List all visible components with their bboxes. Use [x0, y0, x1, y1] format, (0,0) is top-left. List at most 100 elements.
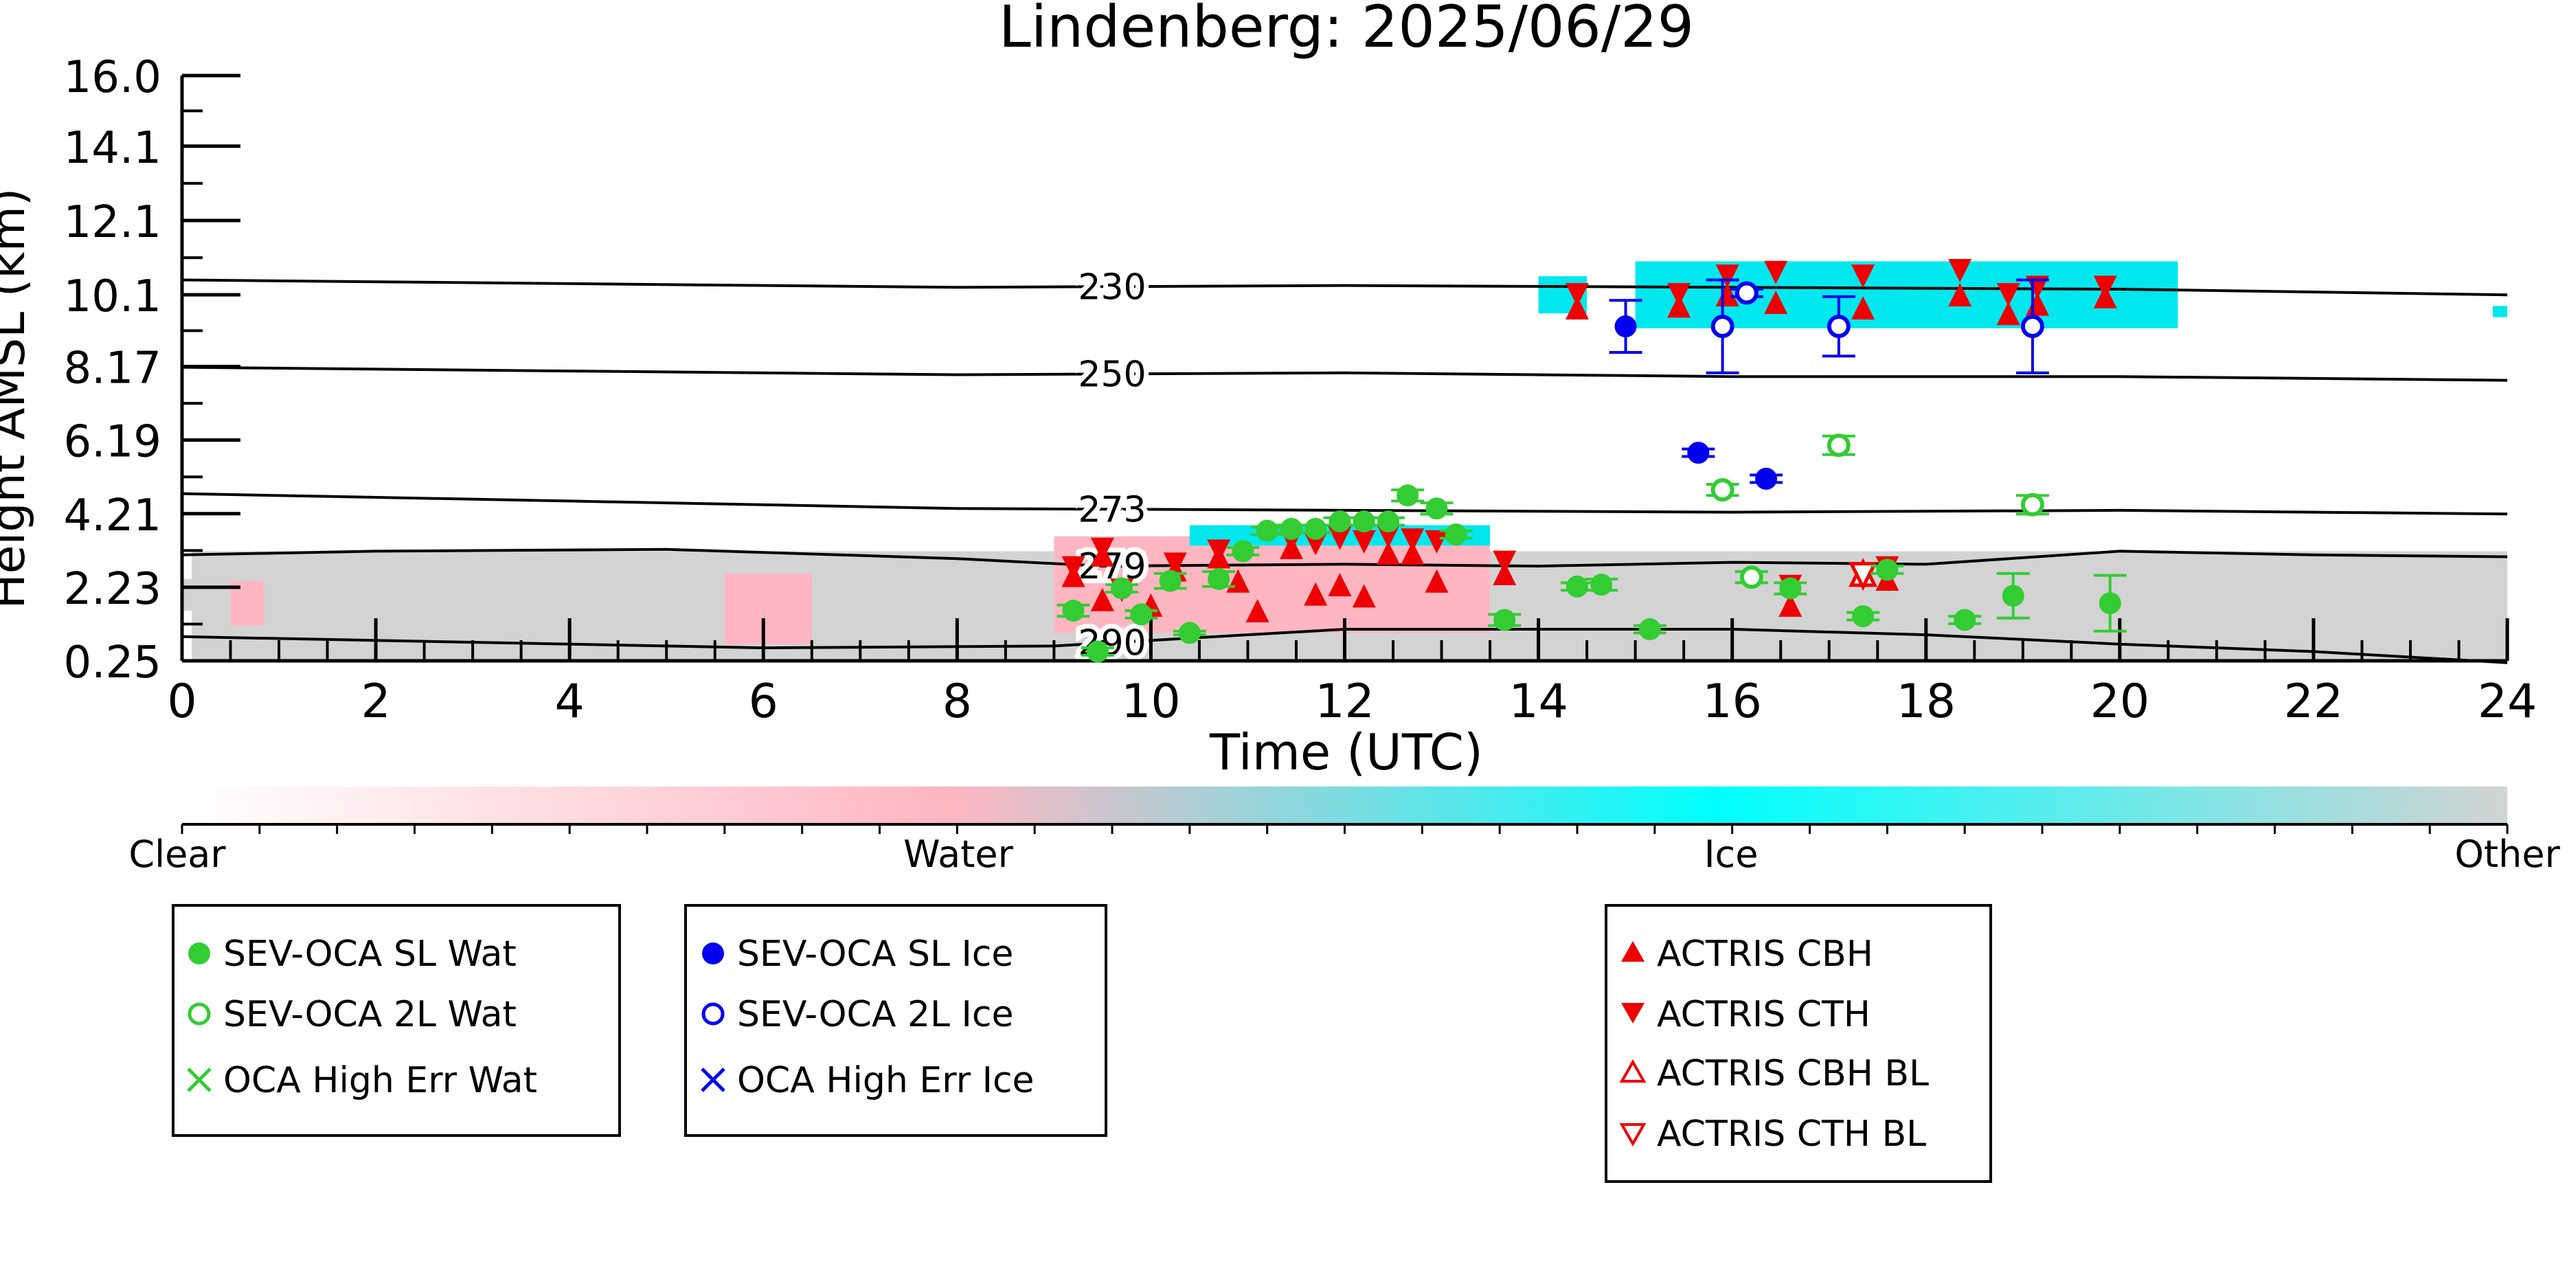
- y-tick-label: 6.19: [64, 417, 162, 468]
- sev-oca-sl-wat-marker: [1493, 609, 1516, 631]
- y-axis-label: Height AMSL (km): [0, 188, 36, 609]
- data-markers: [1057, 259, 2127, 663]
- sev-oca-sl-wat-marker: [1779, 577, 1802, 600]
- sev-oca-2l-ice-marker: [2020, 315, 2044, 339]
- actris-cth-marker: [1493, 550, 1517, 574]
- y-tick-label: 8.17: [64, 343, 162, 394]
- isotherm-label: 250: [1078, 354, 1146, 395]
- colorbar-label-ice: Ice: [1704, 833, 1759, 876]
- colorbar-ticks: [181, 824, 2509, 834]
- actris-cth-marker: [2093, 275, 2117, 300]
- actris-cth-bl-marker: [1849, 562, 1878, 591]
- colorbar-gradient: [182, 787, 2507, 823]
- actris-cth-marker: [1207, 539, 1231, 563]
- actris-cth-marker: [1566, 283, 1589, 307]
- legend-marker-cth-bl: [1619, 1123, 1647, 1147]
- sev-oca-sl-wat-marker: [1130, 603, 1153, 626]
- sev-oca-sl-wat-marker: [1590, 574, 1613, 596]
- x-tick-label: 24: [2478, 675, 2538, 729]
- sev-oca-2l-wat-marker: [2020, 493, 2044, 517]
- colorbar-label-other: Other: [2454, 833, 2560, 876]
- x-tick-label: 0: [167, 675, 196, 729]
- x-axis-label: Time (UTC): [1209, 723, 1483, 781]
- legend-marker-sl-ice: [702, 942, 724, 964]
- sev-oca-sl-wat-marker: [1852, 605, 1875, 628]
- isotherm-line: [181, 547, 2508, 568]
- sev-oca-sl-wat-marker: [1111, 577, 1133, 600]
- x-tick-label: 4: [555, 675, 585, 729]
- x-tick-label: 6: [749, 675, 778, 729]
- x-tick-label: 8: [942, 675, 972, 729]
- legend-label-cth-bl: ACTRIS CTH BL: [1657, 1114, 1926, 1155]
- sev-oca-sl-wat-marker: [1638, 618, 1661, 641]
- sev-oca-sl-wat-marker: [1329, 510, 1351, 533]
- chart-title: Lindenberg: 2025/06/29: [999, 0, 1694, 60]
- actris-cbh-marker: [1996, 302, 2020, 326]
- actris-cbh-marker: [1328, 573, 1352, 597]
- actris-cth-marker: [1163, 552, 1187, 576]
- colorbar-label-water: Water: [903, 833, 1013, 876]
- x-tick-label: 22: [2284, 675, 2344, 729]
- y-tick-label: 12.1: [64, 197, 162, 248]
- sev-oca-sl-wat-marker: [1086, 640, 1109, 663]
- legend-label-cbh-bl: ACTRIS CBH BL: [1657, 1053, 1929, 1094]
- y-tick-label: 14.1: [64, 123, 162, 174]
- sev-oca-sl-wat-marker: [2099, 592, 2121, 615]
- legend-marker-sl-wat: [188, 942, 210, 964]
- sev-oca-sl-wat-marker: [1178, 622, 1201, 644]
- isotherm-label: 230: [1078, 267, 1146, 308]
- sev-oca-2l-ice-marker: [1827, 315, 1851, 339]
- actris-cth-marker: [1851, 264, 1875, 289]
- sev-oca-sl-ice-marker: [1614, 315, 1637, 338]
- actris-cbh-marker: [1401, 541, 1425, 565]
- legend-label-2l-ice: SEV-OCA 2L Ice: [737, 994, 1013, 1035]
- legend-ice: SEV-OCA SL Ice SEV-OCA 2L Ice OCA High E…: [684, 904, 1107, 1137]
- isotherm-line: [181, 278, 2508, 297]
- cloud-mask-background: [182, 261, 2507, 661]
- isotherm-line: [181, 492, 2508, 516]
- legend-marker-2l-ice: [701, 1002, 725, 1026]
- x-tick-label: 16: [1702, 675, 1762, 729]
- x-tick-label: 14: [1509, 675, 1568, 729]
- sev-oca-2l-wat-marker: [1827, 433, 1851, 457]
- sev-oca-sl-wat-marker: [1566, 575, 1588, 598]
- actris-cth-marker: [1328, 526, 1352, 550]
- y-tick-label: 4.21: [64, 490, 162, 541]
- actris-cbh-marker: [1090, 587, 1114, 611]
- actris-cth-marker: [1948, 259, 1972, 282]
- sev-oca-2l-wat-marker: [1710, 478, 1735, 502]
- isotherm-line: [181, 365, 2508, 382]
- actris-cbh-marker: [1245, 598, 1269, 622]
- actris-cth-marker: [1425, 530, 1449, 554]
- mask-ice: [2492, 306, 2507, 317]
- sev-oca-sl-wat-marker: [1232, 540, 1254, 563]
- isotherm-label: 290: [1078, 622, 1146, 664]
- actris-cth-marker: [1352, 530, 1376, 554]
- actris-cbh-marker: [1304, 582, 1328, 606]
- sev-oca-sl-wat-marker: [1208, 567, 1230, 590]
- sev-oca-sl-wat-marker: [1377, 510, 1399, 533]
- sev-oca-sl-wat-marker: [1280, 517, 1302, 540]
- sev-oca-2l-ice-marker: [1710, 315, 1735, 339]
- mask-water: [724, 573, 812, 644]
- legend-label-cbh: ACTRIS CBH: [1657, 934, 1873, 975]
- sev-oca-sl-wat-marker: [1159, 569, 1182, 592]
- y-tick-label: 16.0: [64, 52, 162, 103]
- x-tick-label: 18: [1896, 675, 1956, 729]
- y-tick-label: 0.25: [64, 637, 162, 688]
- isotherm-label: 273: [1078, 489, 1146, 530]
- actris-cbh-marker: [1764, 290, 1788, 314]
- x-tick-label: 2: [361, 675, 390, 729]
- sev-oca-sl-wat-marker: [2002, 585, 2024, 607]
- colorbar: Clear Water Ice Other: [128, 787, 2560, 876]
- actris-cth-marker: [1061, 556, 1085, 580]
- sev-oca-sl-wat-marker: [1256, 519, 1278, 542]
- sev-oca-sl-wat-marker: [1062, 599, 1085, 622]
- y-tick-label: 10.1: [64, 271, 162, 322]
- actris-cbh-marker: [1948, 283, 1972, 307]
- legend-marker-higherr-wat: [187, 1067, 212, 1092]
- legend-label-sl-wat: SEV-OCA SL Wat: [223, 934, 517, 975]
- sev-oca-sl-ice-marker: [1687, 442, 1710, 464]
- legend-label-sl-ice: SEV-OCA SL Ice: [737, 934, 1013, 975]
